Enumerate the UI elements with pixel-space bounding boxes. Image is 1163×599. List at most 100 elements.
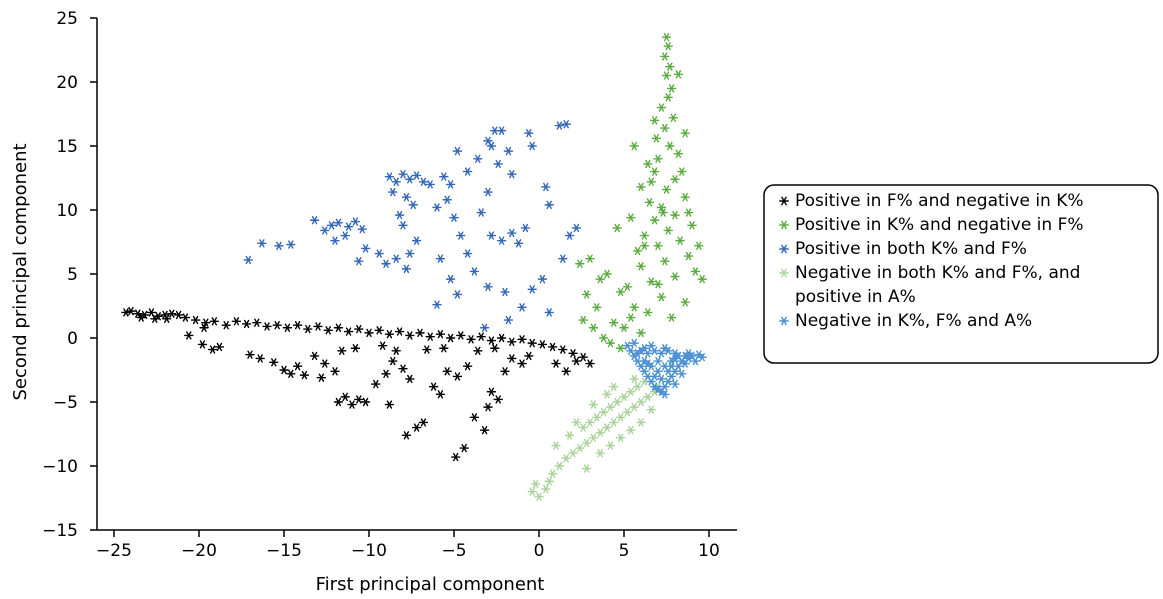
data-point — [496, 333, 507, 343]
data-point — [632, 349, 643, 358]
y-tick-label: 20 — [56, 73, 78, 93]
data-point — [626, 425, 636, 435]
data-point — [286, 369, 296, 379]
data-point — [673, 70, 684, 79]
series-5 — [622, 338, 707, 399]
data-point — [231, 317, 242, 326]
data-point — [435, 390, 446, 399]
legend-marker — [779, 316, 789, 326]
data-point — [326, 221, 337, 230]
data-point — [656, 103, 667, 112]
data-point — [541, 182, 551, 192]
data-point — [347, 400, 357, 409]
data-point — [694, 241, 704, 251]
series-2 — [575, 33, 707, 353]
data-point — [451, 452, 461, 462]
data-point — [636, 418, 646, 427]
data-point — [517, 335, 527, 344]
data-point — [568, 349, 578, 358]
legend-label: positive in A% — [795, 287, 916, 307]
data-point — [653, 241, 663, 251]
data-point — [371, 379, 381, 389]
data-point — [479, 323, 490, 332]
data-point — [534, 492, 544, 501]
data-point — [439, 172, 449, 181]
data-point — [680, 129, 690, 138]
data-point — [221, 321, 231, 330]
data-point — [405, 175, 415, 184]
data-point — [646, 277, 656, 286]
data-point — [629, 303, 639, 312]
data-point — [524, 351, 534, 361]
data-point — [661, 33, 672, 42]
data-point — [388, 356, 398, 366]
data-point — [425, 332, 435, 341]
data-point — [588, 433, 599, 443]
data-point — [665, 62, 675, 71]
data-point — [241, 319, 252, 329]
data-point — [636, 182, 646, 192]
data-point — [653, 154, 663, 163]
legend-marker — [779, 268, 789, 278]
data-point — [435, 254, 446, 263]
y-tick-label: 25 — [56, 9, 78, 29]
data-point — [411, 171, 422, 180]
data-point — [133, 309, 143, 318]
data-point — [646, 341, 656, 350]
data-point — [639, 367, 650, 376]
x-tick-label: −10 — [351, 541, 387, 561]
data-point — [622, 408, 633, 417]
data-point — [660, 257, 670, 266]
data-point — [615, 287, 626, 297]
data-point — [554, 121, 565, 130]
data-point — [666, 372, 677, 381]
data-point — [381, 259, 391, 268]
data-point — [161, 314, 172, 323]
data-point — [459, 443, 469, 453]
data-point — [252, 318, 262, 327]
data-point — [636, 328, 646, 338]
data-point — [360, 397, 371, 407]
data-point — [357, 225, 367, 234]
data-point — [282, 323, 293, 332]
data-point — [660, 123, 670, 133]
data-point — [612, 397, 622, 407]
legend-label: Negative in both K% and F%, and — [795, 263, 1080, 283]
data-point — [354, 324, 364, 334]
data-point — [639, 344, 650, 353]
data-point — [394, 327, 405, 336]
data-point — [432, 203, 442, 212]
data-point — [602, 390, 612, 399]
data-point — [483, 136, 493, 146]
data-point — [483, 402, 493, 412]
data-point — [690, 356, 701, 366]
data-point — [354, 257, 364, 266]
data-point — [602, 269, 612, 279]
data-point — [462, 361, 473, 371]
data-point — [150, 314, 160, 323]
data-point — [653, 367, 663, 376]
data-point — [442, 367, 452, 376]
data-point — [636, 262, 646, 271]
data-point — [343, 222, 354, 231]
axes: −25 −20 −15 −10 −5 0 5 10 25 20 15 10 5 0 −5 −10 −15 Fi… — [10, 9, 737, 595]
data-point — [391, 254, 401, 263]
data-point — [670, 379, 680, 389]
data-point — [578, 353, 588, 362]
data-point — [377, 341, 388, 350]
data-point — [547, 469, 558, 478]
data-point — [581, 438, 592, 448]
data-point — [561, 120, 571, 129]
legend-label: Positive in both K% and F% — [795, 239, 1027, 259]
data-point — [661, 185, 672, 194]
legend-label: Positive in F% and negative in K% — [795, 191, 1084, 211]
data-point — [605, 441, 616, 450]
data-point — [445, 333, 456, 343]
data-point — [561, 367, 571, 376]
data-point — [554, 461, 565, 471]
data-point — [445, 180, 456, 189]
data-point — [571, 356, 582, 366]
data-point — [660, 344, 670, 353]
x-tick-label: −25 — [96, 541, 132, 561]
data-point — [197, 340, 208, 349]
